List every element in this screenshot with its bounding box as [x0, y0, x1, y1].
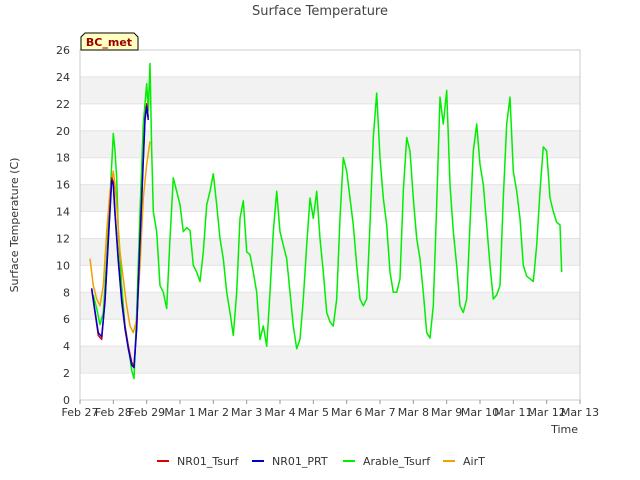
x-tick-label: Mar 4 [264, 406, 295, 419]
x-tick-label: Mar 8 [398, 406, 429, 419]
x-tick-label: Mar 12 [528, 406, 566, 419]
legend-item: Arable_Tsurf [343, 455, 431, 468]
y-tick-label: 2 [63, 367, 70, 380]
legend-item: NR01_Tsurf [157, 455, 239, 468]
y-tick-label: 16 [56, 179, 70, 192]
plot-bands [80, 49, 580, 401]
station-badge-label: BC_met [86, 36, 132, 49]
y-tick-label: 6 [63, 313, 70, 326]
x-tick-label: Mar 2 [198, 406, 229, 419]
legend-label: NR01_Tsurf [177, 455, 239, 468]
plot-area-frame [79, 49, 581, 401]
y-tick-label: 12 [56, 232, 70, 245]
x-tick-label: Mar 6 [331, 406, 362, 419]
x-tick-label: Mar 5 [298, 406, 329, 419]
y-tick-label: 4 [63, 340, 70, 353]
grid-band [80, 184, 580, 212]
grid-band [80, 130, 580, 158]
x-tick-label: Mar 13 [561, 406, 599, 419]
legend-label: Arable_Tsurf [363, 455, 431, 468]
legend-label: NR01_PRT [272, 455, 328, 468]
legend-item: NR01_PRT [252, 455, 328, 468]
x-tick-label: Mar 9 [431, 406, 462, 419]
series-line-nr01-prt [90, 105, 150, 369]
x-axis-label: Time [550, 423, 578, 436]
grid-band [80, 76, 580, 104]
legend-label: AirT [463, 455, 485, 468]
grid-band [80, 238, 580, 266]
station-badge: BC_met [80, 32, 139, 51]
x-tick-label: Feb 29 [128, 406, 165, 419]
y-tick-label: 8 [63, 286, 70, 299]
legend-item: AirT [443, 455, 485, 468]
y-tick-label: 0 [63, 394, 70, 407]
x-tick-label: Mar 11 [494, 406, 532, 419]
y-tick-label: 22 [56, 98, 70, 111]
y-tick-label: 24 [56, 71, 70, 84]
grid-band [80, 346, 580, 374]
x-tick-label: Mar 1 [164, 406, 195, 419]
grid-band [80, 292, 580, 320]
x-tick-label: Feb 28 [95, 406, 132, 419]
x-tick-label: Mar 7 [364, 406, 395, 419]
x-tick-label: Mar 10 [461, 406, 499, 419]
chart-title: Surface Temperature [252, 4, 388, 19]
series-line-arable-tsurf [92, 62, 563, 380]
y-tick-label: 20 [56, 125, 70, 138]
y-tick-label: 14 [56, 206, 70, 219]
y-tick-label: 18 [56, 152, 70, 165]
y-tick-label: 10 [56, 259, 70, 272]
x-tick-label: Feb 27 [62, 406, 99, 419]
y-tick-label: 26 [56, 44, 70, 57]
legend: NR01_Tsurf NR01_PRT Arable_Tsurf AirT [157, 455, 485, 468]
y-axis-label: Surface Temperature (C) [8, 158, 21, 293]
x-tick-label: Mar 3 [231, 406, 262, 419]
series-lines [89, 62, 563, 380]
station-badge-box [80, 32, 139, 51]
